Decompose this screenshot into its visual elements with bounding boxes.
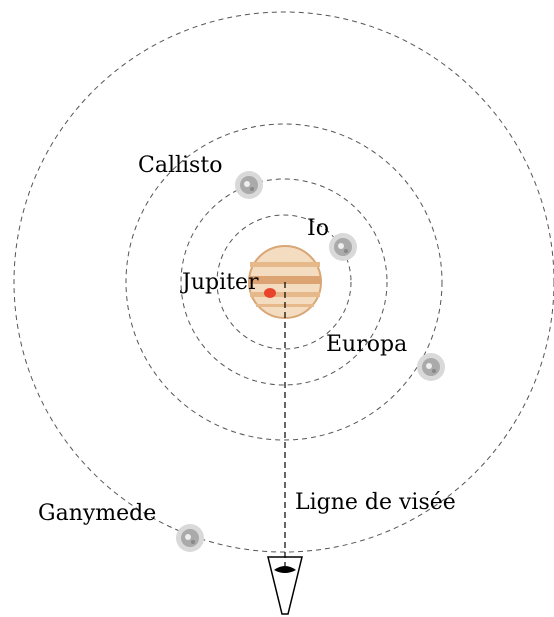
label-ganymede: Ganymede [38,501,156,526]
moon-io [329,233,357,261]
moon-ganymede [176,524,204,552]
moon-callisto [235,171,263,199]
orbit-diagram: Jupiter Io Europa Callisto Ganymede Lign… [0,0,554,617]
label-jupiter: Jupiter [180,270,259,295]
label-line-of-sight: Ligne de visée [295,490,456,515]
label-callisto: Callisto [138,153,222,178]
label-io: Io [307,216,329,241]
label-europa: Europa [326,332,407,357]
moon-europa [417,353,445,381]
